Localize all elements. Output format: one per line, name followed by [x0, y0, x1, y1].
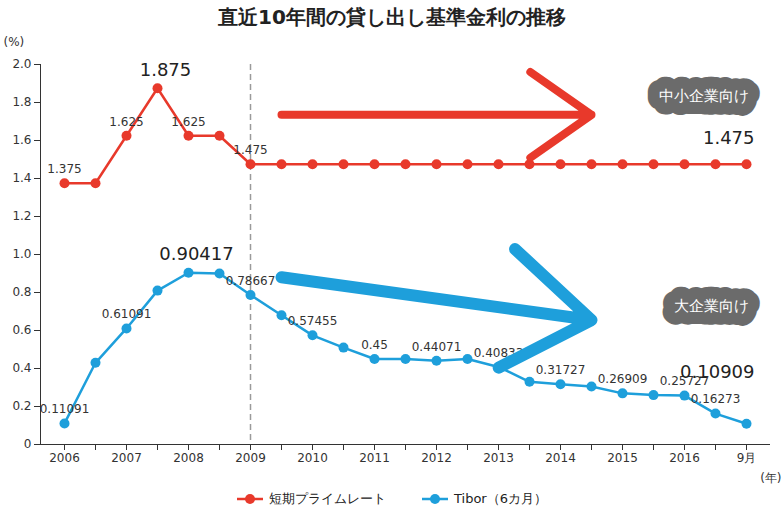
svg-text:0.31727: 0.31727 [536, 363, 586, 377]
svg-text:1.2: 1.2 [12, 209, 31, 223]
svg-text:2012: 2012 [421, 451, 452, 465]
svg-text:中小企業向け: 中小企業向け [659, 87, 749, 105]
svg-text:2007: 2007 [111, 451, 142, 465]
svg-text:1.875: 1.875 [140, 59, 192, 80]
svg-text:1.475: 1.475 [703, 127, 755, 148]
svg-text:大企業向け: 大企業向け [674, 297, 749, 315]
svg-text:2008: 2008 [173, 451, 204, 465]
svg-text:0.16273: 0.16273 [691, 392, 741, 406]
svg-text:1.625: 1.625 [171, 115, 205, 129]
svg-text:1.475: 1.475 [233, 143, 267, 157]
svg-text:0.26909: 0.26909 [598, 372, 648, 386]
svg-text:1.625: 1.625 [109, 115, 143, 129]
svg-text:2015: 2015 [607, 451, 638, 465]
svg-text:0.8: 0.8 [12, 285, 31, 299]
svg-text:2013: 2013 [483, 451, 514, 465]
svg-text:(%): (%) [4, 35, 25, 49]
svg-text:2016: 2016 [669, 451, 700, 465]
svg-text:9月: 9月 [737, 451, 757, 465]
svg-text:1.6: 1.6 [12, 133, 31, 147]
svg-text:2009: 2009 [235, 451, 266, 465]
svg-text:0.11091: 0.11091 [40, 402, 90, 416]
svg-text:0.90417: 0.90417 [159, 243, 233, 264]
svg-text:2.0: 2.0 [12, 57, 31, 71]
svg-text:1.0: 1.0 [12, 247, 31, 261]
svg-text:0.45: 0.45 [361, 338, 388, 352]
svg-text:0: 0 [24, 437, 32, 451]
svg-text:0.4: 0.4 [12, 361, 31, 375]
svg-text:0.61091: 0.61091 [102, 307, 152, 321]
svg-text:0.10909: 0.10909 [680, 361, 754, 382]
svg-text:1.8: 1.8 [12, 95, 31, 109]
svg-text:(年): (年) [760, 471, 781, 485]
svg-text:0.44071: 0.44071 [412, 340, 462, 354]
svg-text:2014: 2014 [545, 451, 576, 465]
svg-text:1.4: 1.4 [12, 171, 31, 185]
svg-text:0.40833: 0.40833 [473, 345, 524, 360]
html-text:Tibor（6カ月）: Tibor（6カ月） [454, 491, 547, 506]
svg-text:0.78667: 0.78667 [226, 274, 276, 288]
svg-text:0.2: 0.2 [12, 399, 31, 413]
svg-text:2010: 2010 [297, 451, 328, 465]
svg-text:1.375: 1.375 [47, 162, 81, 176]
svg-text:2006: 2006 [49, 451, 80, 465]
html-text:短期プライムレート: 短期プライムレート [269, 491, 386, 506]
html-text:直近10年間の貸し出し基準金利の推移: 直近10年間の貸し出し基準金利の推移 [218, 5, 566, 29]
svg-text:0.57455: 0.57455 [288, 314, 338, 328]
svg-text:0.6: 0.6 [12, 323, 31, 337]
svg-text:2011: 2011 [359, 451, 390, 465]
